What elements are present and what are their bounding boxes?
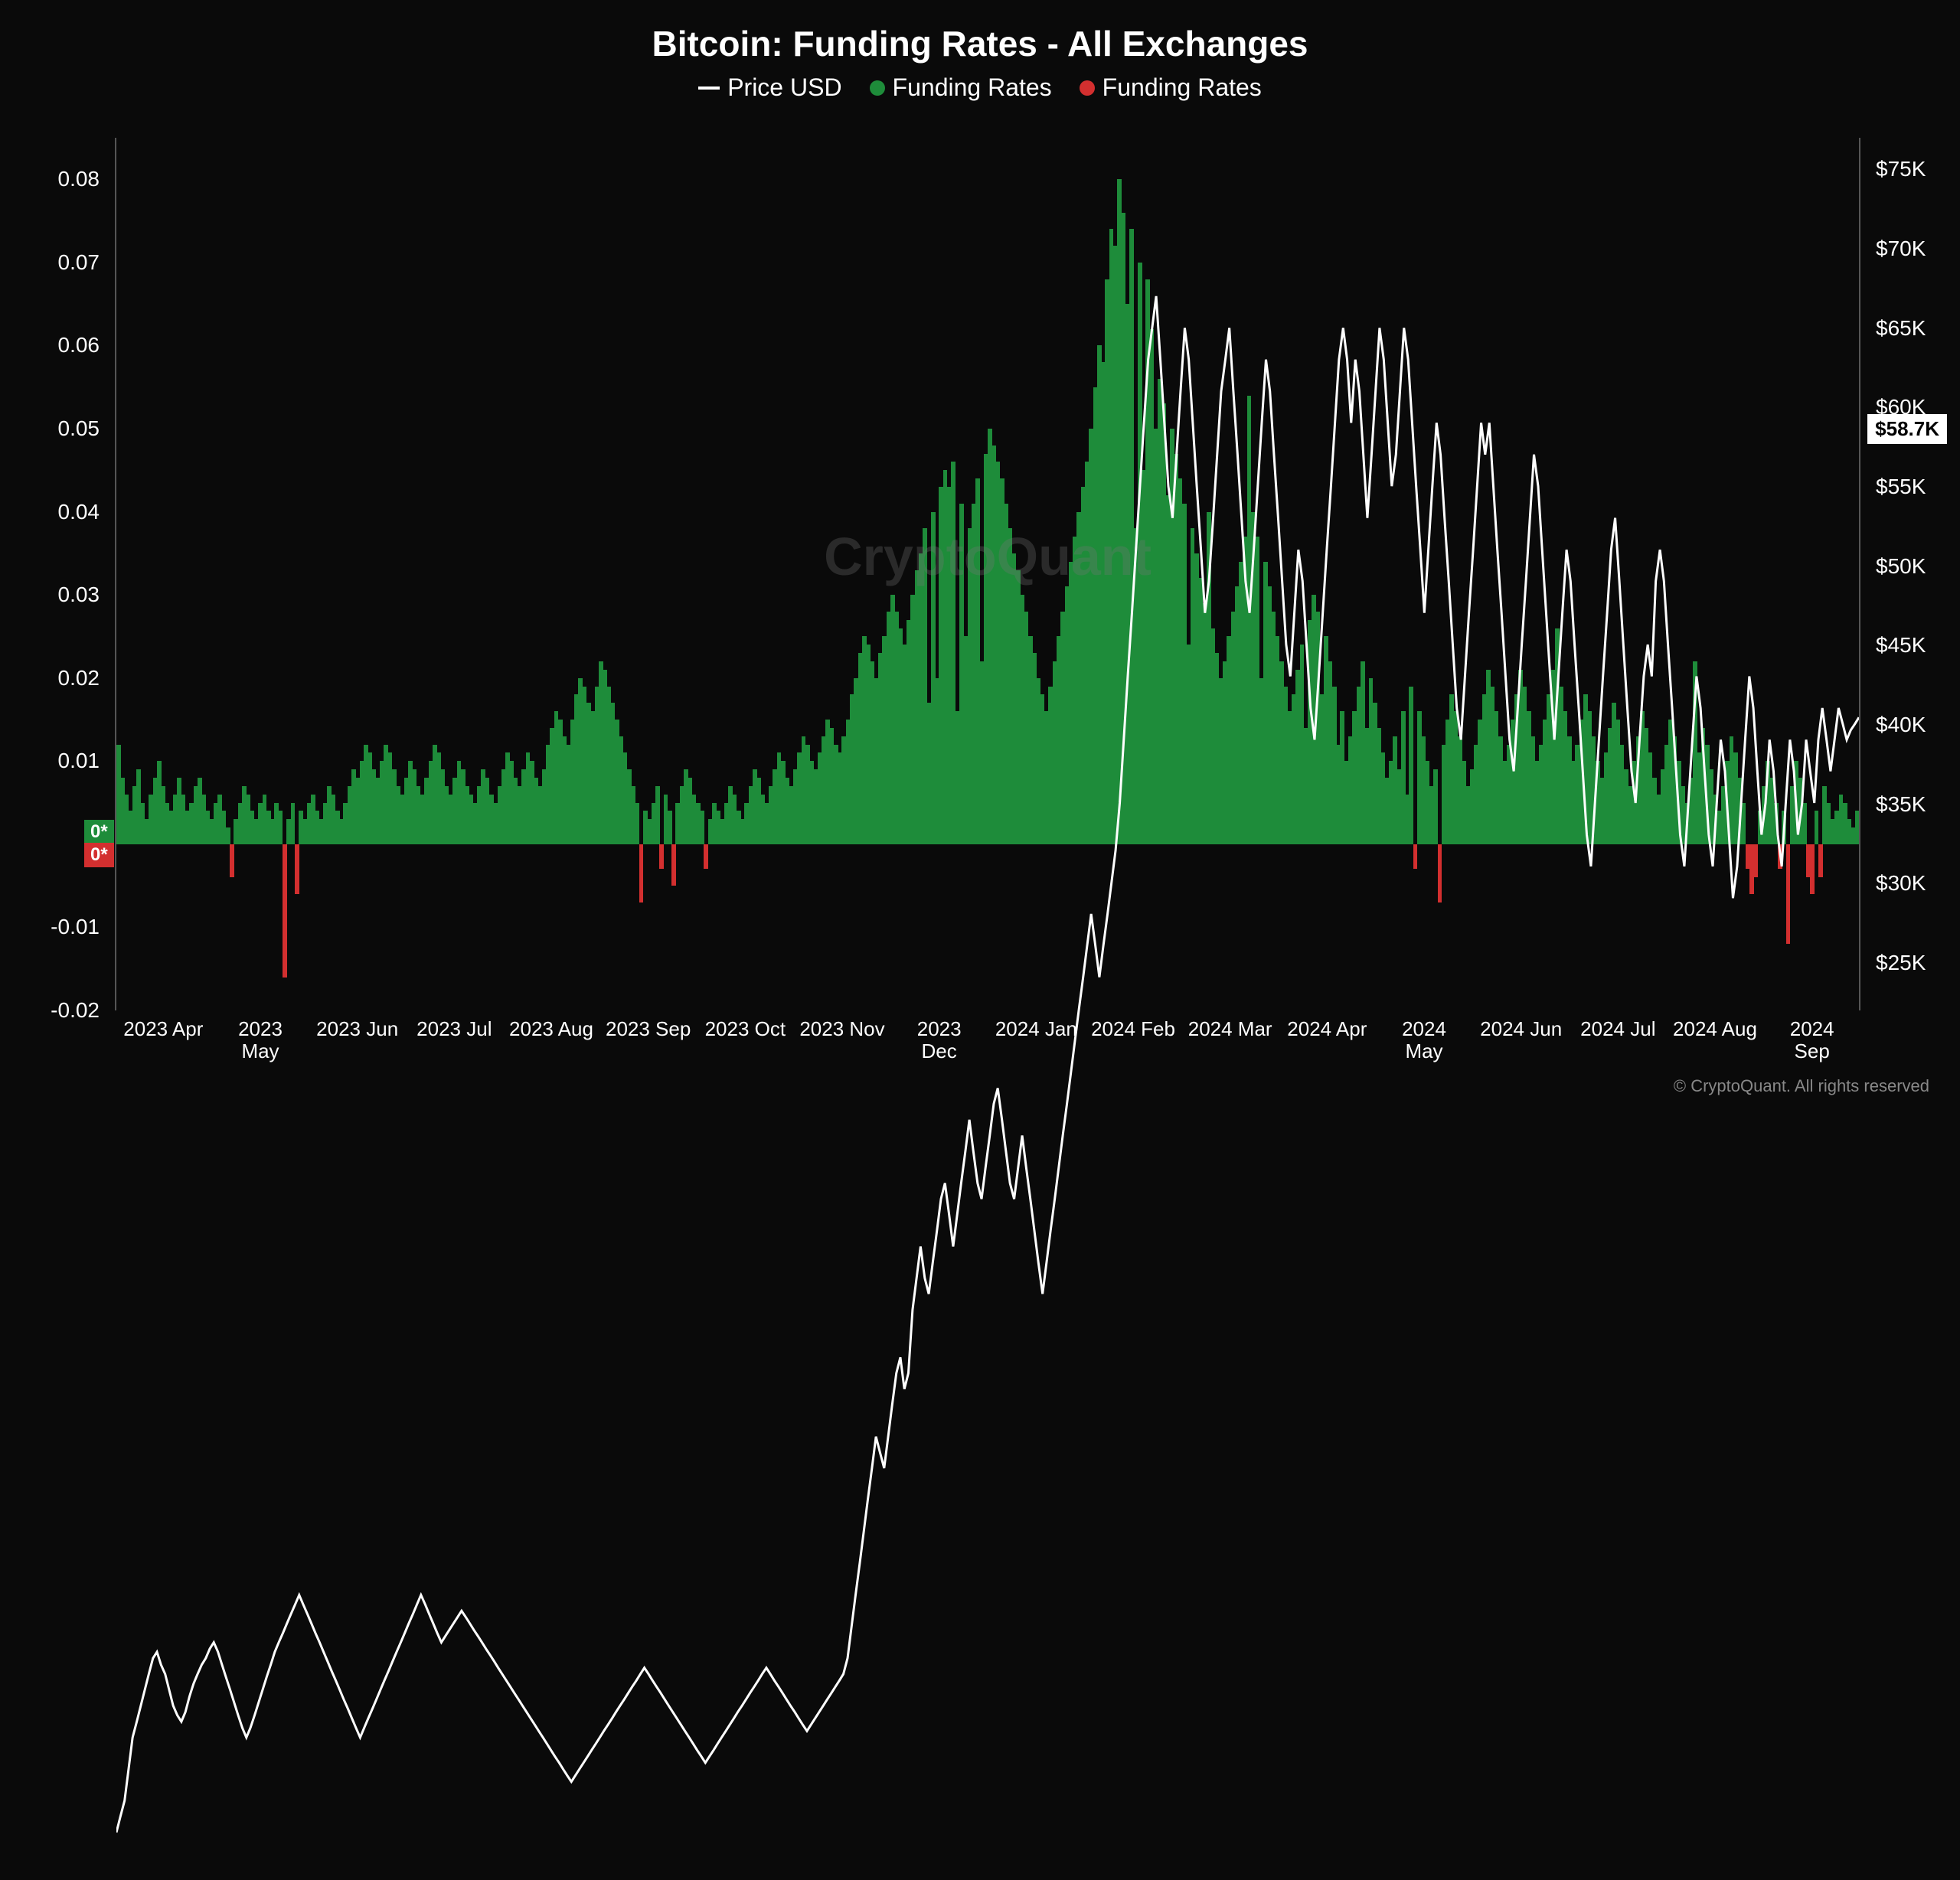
legend-price: Price USD (698, 73, 841, 102)
plot-area: CryptoQuant 0* 0* $58.7K (115, 138, 1860, 1010)
chart-container: Bitcoin: Funding Rates - All Exchanges P… (0, 0, 1960, 1102)
plot-inner: CryptoQuant 0* 0* $58.7K (115, 138, 1860, 1010)
legend-dot-icon (1080, 80, 1095, 96)
legend-funding-neg: Funding Rates (1080, 73, 1262, 102)
legend-line-icon (698, 86, 720, 90)
zero-badge-red: 0* (84, 843, 114, 867)
current-price-badge: $58.7K (1867, 414, 1947, 444)
legend-label: Price USD (727, 73, 841, 102)
legend-label: Funding Rates (893, 73, 1052, 102)
chart-legend: Price USD Funding Rates Funding Rates (23, 73, 1937, 102)
zero-badge-green: 0* (84, 820, 114, 844)
y-left-axis: -0.02-0.010.010.020.030.040.050.060.070.… (46, 138, 107, 1010)
x-axis: 2023 Apr2023May2023 Jun2023 Jul2023 Aug2… (115, 1018, 1860, 1072)
funding-bars (116, 138, 1859, 1010)
y-right-axis: $25K$30K$35K$40K$45K$50K$55K$60K$65K$70K… (1868, 138, 1945, 1010)
chart-title: Bitcoin: Funding Rates - All Exchanges (23, 23, 1937, 64)
attribution: © CryptoQuant. All rights reserved (1674, 1076, 1929, 1096)
legend-label: Funding Rates (1102, 73, 1262, 102)
legend-funding-pos: Funding Rates (870, 73, 1052, 102)
legend-dot-icon (870, 80, 885, 96)
